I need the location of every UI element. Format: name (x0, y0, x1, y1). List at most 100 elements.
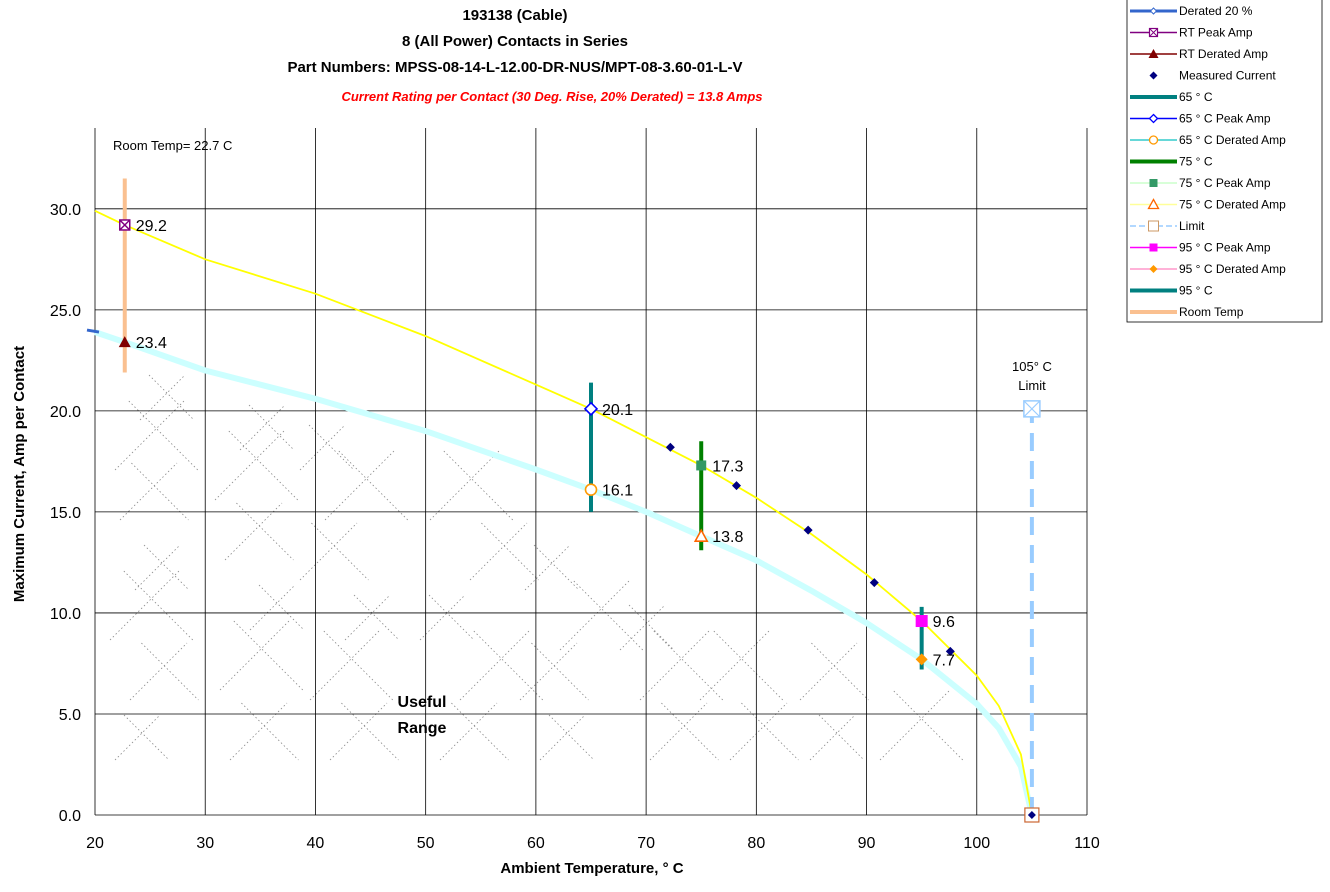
hatch-line (241, 702, 299, 761)
hatch-line (559, 580, 630, 651)
hatch-line (524, 544, 571, 591)
hatch-line (233, 620, 304, 691)
y-tick-label: 20.0 (50, 404, 81, 421)
legend-swatch-marker (1149, 7, 1158, 15)
y-tick-label: 0.0 (59, 808, 81, 825)
legend-swatch-marker (1149, 179, 1158, 187)
hatch-line (119, 462, 178, 521)
hatch-line (143, 544, 190, 591)
legend-swatch-marker (1148, 135, 1159, 145)
hatch-line (649, 702, 708, 761)
hatch-line (324, 450, 395, 521)
legend-label: Limit (1179, 219, 1205, 233)
hatch-line (123, 714, 170, 761)
hatch-line (713, 630, 784, 701)
hatch-line (344, 594, 391, 641)
chart-title-line-2: 8 (All Power) Contacts in Series (402, 33, 628, 50)
useful-range-label-line-1: Useful (398, 694, 447, 711)
legend-label: Measured Current (1179, 69, 1276, 83)
legend-label: 95 ° C Peak Amp (1179, 241, 1271, 255)
hatch-line (443, 450, 514, 521)
legend-item: 95 ° C (1130, 284, 1213, 298)
legend-swatch-marker (1149, 71, 1158, 80)
legend-swatch-marker (1149, 243, 1158, 252)
hatch-line (329, 702, 388, 761)
hatch-line (131, 462, 189, 521)
legend-label: 65 ° C Peak Amp (1179, 112, 1271, 126)
legend-label: RT Peak Amp (1179, 26, 1253, 40)
x-tick-label: 20 (86, 835, 104, 852)
x-tick-label: 80 (747, 835, 765, 852)
derated-75-marker (693, 528, 709, 542)
y-tick-label: 30.0 (50, 202, 81, 219)
useful-range-label-line-2: Range (398, 720, 447, 737)
data-label: 7.7 (933, 652, 955, 669)
hatch-line (114, 400, 185, 471)
hatch-line (229, 702, 288, 761)
hatch-line (248, 404, 295, 451)
measured-current-point (665, 442, 675, 452)
legend-item: 75 ° C (1130, 155, 1213, 169)
x-tick-label: 40 (307, 835, 325, 852)
hatch-line (818, 714, 865, 761)
hatch-line (258, 584, 305, 631)
markers (118, 219, 1041, 823)
hatch-line (469, 522, 528, 581)
y-tick-label: 25.0 (50, 303, 81, 320)
legend-label: 95 ° C Derated Amp (1179, 262, 1286, 276)
rt-peak-marker-x (119, 219, 131, 231)
legend-swatch-marker (1147, 198, 1160, 210)
measured-current-point (803, 525, 813, 535)
legend-label: 75 ° C Peak Amp (1179, 176, 1271, 190)
y-axis-label: Maximum Current, Amp per Contact (11, 346, 28, 602)
hatch-line (653, 630, 724, 701)
legend-item: 75 ° C Peak Amp (1130, 176, 1271, 190)
legend-item: 75 ° C Derated Amp (1130, 198, 1286, 212)
hatch-line (473, 630, 544, 701)
data-label: 9.6 (933, 614, 955, 631)
hatch-line (548, 714, 595, 761)
hatch-line (214, 430, 285, 501)
hatch-line (729, 702, 788, 761)
hatch-line (439, 702, 498, 761)
legend-label: RT Derated Amp (1179, 47, 1268, 61)
hatch-line (459, 630, 530, 701)
legend-swatch-marker (1148, 49, 1159, 58)
measured-points (665, 442, 1037, 820)
legend-item: 95 ° C Derated Amp (1130, 262, 1286, 276)
hatch-line (311, 522, 369, 581)
data-label: 13.8 (712, 529, 743, 546)
hatch-line (811, 642, 869, 701)
x-tick-label: 70 (637, 835, 655, 852)
x-tick-label: 60 (527, 835, 545, 852)
data-label: 23.4 (136, 335, 167, 352)
hatch-line (299, 522, 358, 581)
hatch-line (661, 702, 719, 761)
hatch-line (249, 584, 296, 631)
data-label: 20.1 (602, 402, 633, 419)
grid-lines (94, 128, 1088, 816)
hatch-line (539, 714, 586, 761)
limit-zero-point (1027, 811, 1036, 819)
useful-range-hatching (109, 374, 964, 761)
derated-65-marker (584, 483, 598, 496)
legend-label: 95 ° C (1179, 284, 1213, 298)
hatch-line (228, 430, 299, 501)
rt-derated-marker (118, 336, 131, 348)
legend: Derated 20 % RT Peak Amp RT Derated Amp Mea… (1126, 0, 1323, 323)
y-tick-label: 5.0 (59, 707, 81, 724)
hatch-line (114, 714, 161, 761)
derated-95-marker (915, 653, 928, 666)
hatch-line (429, 450, 500, 521)
hatch-line (129, 642, 188, 701)
chart-subtitle: Current Rating per Contact (30 Deg. Rise… (341, 89, 762, 104)
x-tick-label: 110 (1074, 835, 1100, 852)
hatch-line (236, 502, 294, 561)
legend-item: Measured Current (1149, 69, 1276, 83)
legend-item: RT Peak Amp (1130, 26, 1253, 40)
chart-title-line-1: 193138 (Cable) (462, 7, 567, 24)
peak-65-marker (583, 401, 599, 416)
legend-label: 65 ° C Derated Amp (1179, 133, 1286, 147)
